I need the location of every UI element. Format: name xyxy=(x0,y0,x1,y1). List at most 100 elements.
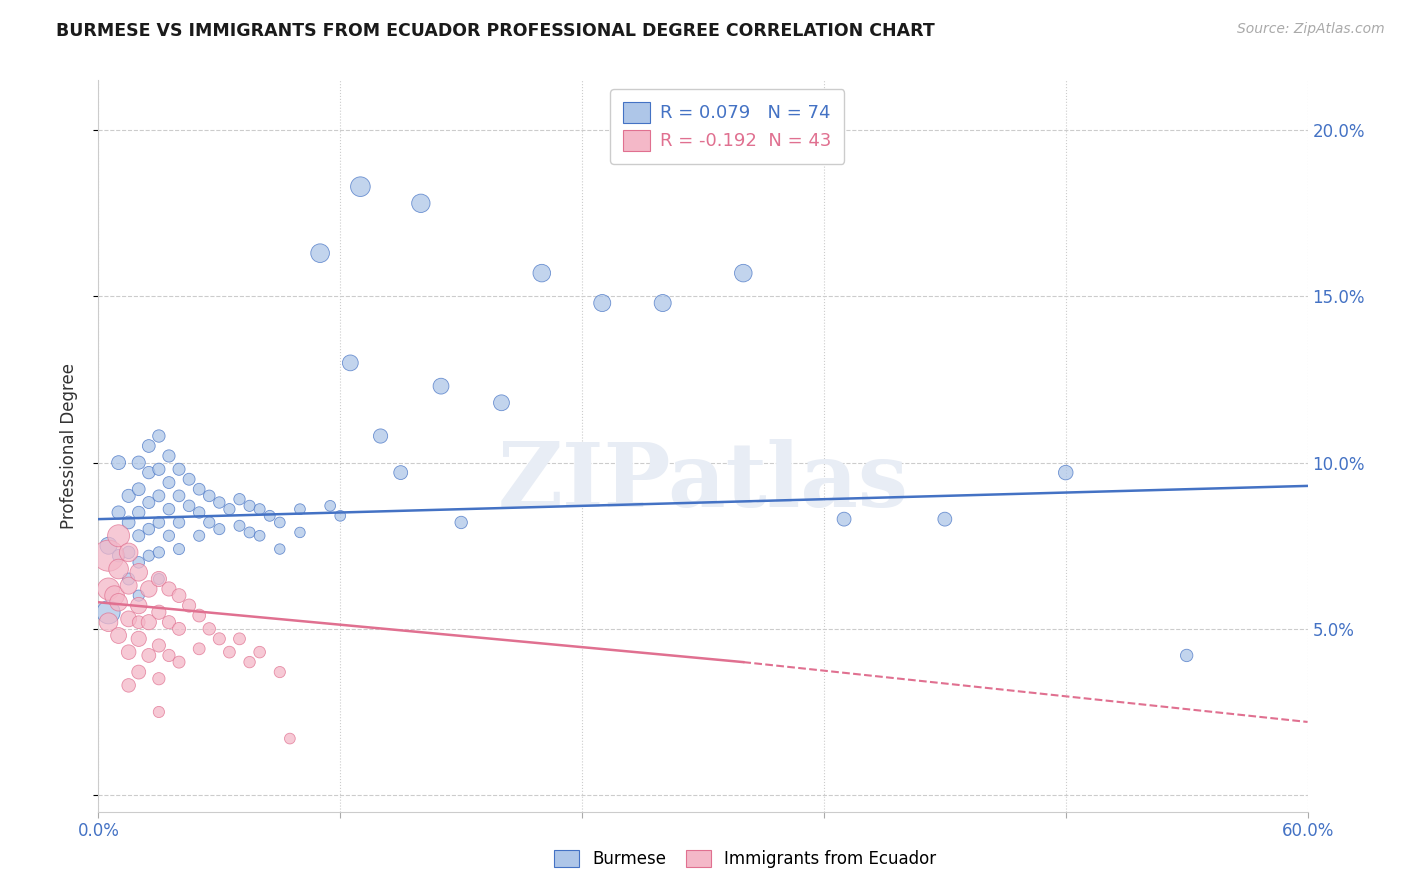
Point xyxy=(198,489,221,503)
Point xyxy=(288,525,311,540)
Point xyxy=(148,605,170,619)
Point xyxy=(188,506,211,520)
Point xyxy=(128,529,150,543)
Point xyxy=(179,499,201,513)
Point xyxy=(148,462,170,476)
Point xyxy=(179,472,201,486)
Point xyxy=(148,489,170,503)
Point xyxy=(167,655,190,669)
Point xyxy=(288,502,311,516)
Point xyxy=(148,429,170,443)
Point xyxy=(97,539,120,553)
Point xyxy=(309,246,332,260)
Point xyxy=(389,466,412,480)
Point xyxy=(148,705,170,719)
Point xyxy=(128,589,150,603)
Point xyxy=(228,632,250,646)
Point xyxy=(107,562,129,576)
Point xyxy=(138,648,160,663)
Point xyxy=(157,582,180,596)
Point xyxy=(188,641,211,656)
Point xyxy=(239,525,262,540)
Point xyxy=(157,529,180,543)
Point xyxy=(249,529,271,543)
Point xyxy=(128,482,150,496)
Point xyxy=(339,356,361,370)
Point xyxy=(118,612,141,626)
Point xyxy=(157,502,180,516)
Point xyxy=(138,615,160,630)
Point xyxy=(188,529,211,543)
Point xyxy=(148,572,170,586)
Point xyxy=(118,545,141,559)
Point xyxy=(198,516,221,530)
Point xyxy=(228,518,250,533)
Point xyxy=(148,545,170,559)
Point xyxy=(733,266,755,280)
Point xyxy=(118,545,141,559)
Point xyxy=(157,449,180,463)
Point xyxy=(167,542,190,557)
Point xyxy=(239,655,262,669)
Point xyxy=(157,615,180,630)
Point xyxy=(450,516,472,530)
Point xyxy=(167,589,190,603)
Point xyxy=(128,555,150,569)
Point xyxy=(167,462,190,476)
Point xyxy=(249,645,271,659)
Point xyxy=(832,512,855,526)
Point xyxy=(179,599,201,613)
Point xyxy=(128,665,150,679)
Point xyxy=(249,502,271,516)
Point xyxy=(138,495,160,509)
Point xyxy=(118,489,141,503)
Text: ZIPatlas: ZIPatlas xyxy=(498,439,908,526)
Point xyxy=(148,639,170,653)
Point xyxy=(107,456,129,470)
Point xyxy=(591,296,613,310)
Point xyxy=(370,429,392,443)
Point xyxy=(107,595,129,609)
Point xyxy=(228,492,250,507)
Point xyxy=(259,508,281,523)
Point xyxy=(218,502,240,516)
Point xyxy=(118,678,141,692)
Point xyxy=(148,672,170,686)
Point xyxy=(1175,648,1198,663)
Point xyxy=(269,516,291,530)
Point xyxy=(107,506,129,520)
Point xyxy=(319,499,342,513)
Point xyxy=(1054,466,1077,480)
Point xyxy=(97,605,120,619)
Point xyxy=(157,475,180,490)
Point xyxy=(128,615,150,630)
Point xyxy=(97,582,120,596)
Point xyxy=(107,628,129,642)
Point xyxy=(128,506,150,520)
Point xyxy=(107,549,129,563)
Point xyxy=(107,529,129,543)
Point xyxy=(128,632,150,646)
Text: BURMESE VS IMMIGRANTS FROM ECUADOR PROFESSIONAL DEGREE CORRELATION CHART: BURMESE VS IMMIGRANTS FROM ECUADOR PROFE… xyxy=(56,22,935,40)
Point xyxy=(167,489,190,503)
Point xyxy=(651,296,673,310)
Point xyxy=(188,482,211,496)
Point xyxy=(103,589,125,603)
Point xyxy=(218,645,240,659)
Point xyxy=(530,266,553,280)
Point xyxy=(148,516,170,530)
Point xyxy=(198,622,221,636)
Point xyxy=(118,572,141,586)
Point xyxy=(269,665,291,679)
Text: Source: ZipAtlas.com: Source: ZipAtlas.com xyxy=(1237,22,1385,37)
Y-axis label: Professional Degree: Professional Degree xyxy=(59,363,77,529)
Point xyxy=(138,582,160,596)
Legend: Burmese, Immigrants from Ecuador: Burmese, Immigrants from Ecuador xyxy=(547,843,943,875)
Point xyxy=(138,466,160,480)
Point xyxy=(269,542,291,557)
Point xyxy=(118,645,141,659)
Point xyxy=(188,608,211,623)
Point xyxy=(208,495,231,509)
Point xyxy=(491,396,513,410)
Point xyxy=(128,566,150,580)
